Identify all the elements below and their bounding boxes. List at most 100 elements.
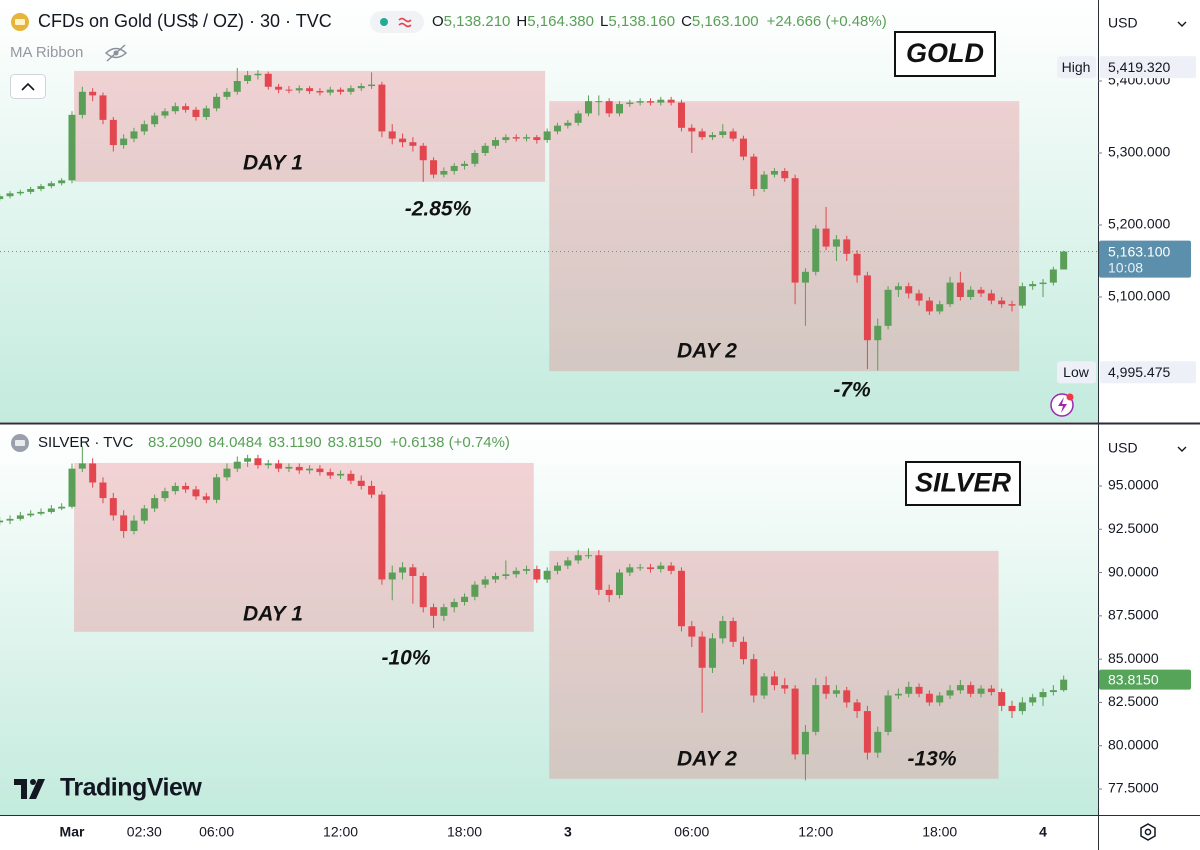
x-tick-label: 02:30: [127, 824, 162, 840]
candle-body: [894, 286, 902, 290]
candle-body: [905, 686, 913, 694]
candle-body: [130, 131, 138, 139]
x-tick-label: 4: [1039, 824, 1047, 840]
candle-body: [399, 138, 407, 143]
x-tick-label: 18:00: [447, 824, 482, 840]
market-open-dot: [380, 18, 388, 26]
candle-body: [791, 688, 799, 755]
ohlc-legend: O5,138.210 H5,164.380 L5,138.160 C5,163.100…: [432, 13, 887, 30]
candle-body: [801, 731, 809, 755]
candle-body: [770, 676, 778, 686]
candle-body: [915, 293, 923, 301]
candle-body: [688, 626, 696, 637]
gold-symbol-icon-bar: [15, 19, 25, 25]
gear-hole: [1144, 828, 1152, 836]
settings-icon[interactable]: [1140, 823, 1156, 841]
candle-body: [729, 131, 737, 139]
candle-body: [729, 621, 737, 642]
candle-body: [89, 463, 97, 483]
candle-body: [357, 86, 365, 89]
candle-body: [1060, 251, 1068, 270]
y-tick-label: 80.0000: [1108, 736, 1159, 752]
candle-body: [894, 693, 902, 696]
hide-indicator-icon[interactable]: [104, 44, 128, 62]
candle-body: [481, 579, 489, 585]
candle-body: [915, 686, 923, 694]
symbol-label-box: [894, 31, 996, 77]
candle-body: [430, 160, 438, 175]
candle-body: [688, 127, 696, 132]
day-zone: [74, 462, 534, 632]
status-pill[interactable]: [370, 11, 424, 33]
candle-body: [1060, 679, 1068, 691]
currency-selector[interactable]: USD: [1108, 15, 1138, 31]
candle-body: [37, 511, 45, 514]
candle-body: [378, 84, 386, 132]
candle-body: [306, 88, 314, 92]
candle-body: [264, 463, 272, 466]
brand-logo: [14, 779, 45, 799]
candle-body: [68, 114, 76, 181]
candle-body: [977, 289, 985, 294]
candle-body: [543, 570, 551, 580]
candle-body: [781, 171, 789, 179]
candle-body: [585, 555, 592, 557]
x-tick-label: 18:00: [922, 824, 957, 840]
symbol-label: SILVER: [915, 468, 1012, 498]
candle-body: [161, 491, 169, 499]
ohlc-key: O: [432, 13, 444, 30]
x-tick-label: 12:00: [798, 824, 833, 840]
candle-body: [646, 101, 654, 103]
candle-body: [863, 275, 871, 341]
candle-body: [47, 508, 55, 512]
candle-body: [295, 466, 303, 471]
candle-body: [450, 165, 458, 172]
candle-body: [719, 131, 727, 136]
ohlc-value: 83.8150: [328, 434, 382, 451]
candle-body: [440, 607, 448, 616]
candle-body: [6, 193, 14, 197]
candle-body: [295, 88, 303, 91]
candle-body: [523, 569, 531, 571]
candle-body: [843, 239, 851, 254]
candle-body: [822, 228, 830, 247]
candle-body: [213, 477, 221, 500]
y-tick-label: 90.0000: [1108, 563, 1159, 579]
marker-name: Low: [1063, 364, 1090, 380]
marker-name: High: [1062, 59, 1091, 75]
candle-body: [987, 293, 995, 301]
candle-body: [739, 138, 747, 157]
candle-body: [605, 101, 613, 114]
candle-body: [987, 688, 995, 693]
candle-body: [698, 131, 706, 138]
candle-body: [750, 659, 758, 696]
ohlc-value: 5,138.210: [444, 13, 511, 30]
zone-change: -10%: [381, 647, 430, 670]
currency-selector[interactable]: USD: [1108, 440, 1138, 456]
candle-body: [956, 282, 964, 298]
eye-slash: [106, 44, 126, 62]
x-tick-label: 3: [564, 824, 572, 840]
time-axis-area: [0, 815, 1200, 850]
collapse-button[interactable]: [10, 74, 46, 99]
candle-body: [708, 135, 716, 138]
candle-body: [615, 572, 623, 596]
candle-body: [554, 125, 562, 132]
symbol-label: GOLD: [906, 38, 984, 68]
candle-body: [843, 690, 851, 703]
brand-name: TradingView: [60, 774, 202, 802]
candle-body: [905, 286, 913, 294]
day-zone: [549, 550, 999, 779]
candle-body: [151, 115, 159, 125]
candle-body: [388, 131, 396, 139]
candle-body: [68, 468, 76, 507]
candle-body: [481, 145, 489, 154]
price-change: +24.666 (+0.48%): [767, 13, 887, 30]
y-tick-label: 95.0000: [1108, 477, 1159, 493]
symbol-label-box: [905, 461, 1021, 506]
marker-name-box: [1057, 361, 1096, 384]
candle-body: [192, 489, 200, 497]
price-axis-area: [1098, 0, 1200, 850]
candle-body: [770, 171, 778, 175]
candle-body: [698, 636, 706, 668]
